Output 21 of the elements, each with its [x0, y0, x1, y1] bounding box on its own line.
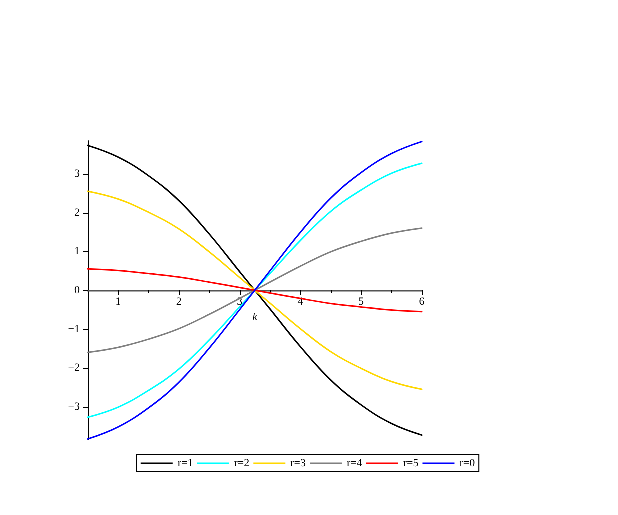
line-series — [87, 228, 423, 354]
y-tick-label: −2 — [68, 362, 80, 374]
y-tick-label: 3 — [74, 168, 80, 180]
legend-label: r=3 — [290, 458, 306, 470]
x-tick-label: 5 — [358, 296, 365, 308]
y-tick-label: 0 — [74, 284, 80, 296]
legend-label: r=5 — [403, 458, 420, 470]
x-tick-label: 2 — [176, 296, 182, 308]
x-tick-label: 1 — [116, 296, 122, 308]
y-tick-label: −3 — [68, 400, 80, 413]
legend-label: r=2 — [234, 458, 250, 470]
x-tick-label: 6 — [419, 296, 426, 308]
legend-label: r=4 — [347, 458, 363, 470]
legend-label: r=0 — [460, 458, 476, 470]
legend-label: r=1 — [178, 458, 194, 470]
y-tick-label: 1 — [74, 246, 80, 258]
line-series — [87, 190, 423, 390]
y-tick-label: 2 — [74, 206, 80, 219]
line-series — [87, 268, 423, 313]
x-axis-title: k — [252, 312, 258, 323]
y-tick-label: −1 — [68, 323, 80, 336]
